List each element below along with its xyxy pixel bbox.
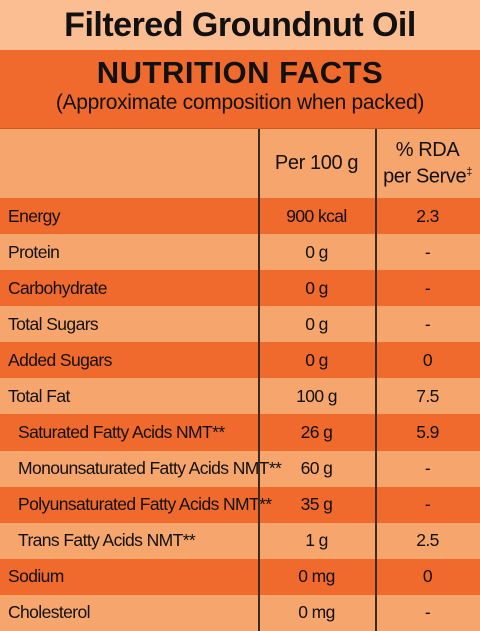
rda-value: - [424, 277, 431, 298]
nutrient-name: Added Sugars [8, 349, 112, 370]
table-row: Total Fat 100 g 7.5 [0, 378, 480, 415]
nutrient-name: Protein [8, 241, 60, 262]
table-header: Per 100 g % RDA per Serve‡ [0, 128, 480, 198]
per-100g-value: 900 kcal [286, 205, 347, 226]
nutrient-name: Total Fat [8, 385, 70, 406]
per-100g-value: 60 g [300, 458, 333, 479]
per-100g-value: 0 mg [298, 566, 335, 587]
nutrient-name: Energy [8, 205, 60, 226]
per-100g-value: 26 g [300, 422, 333, 443]
product-title: Filtered Groundnut Oil [64, 5, 416, 44]
panel-title: NUTRITION FACTS [96, 55, 384, 90]
nutrient-name: Carbohydrate [8, 277, 107, 298]
col-header-line: % RDA [395, 138, 460, 161]
table-row: Cholesterol 0 mg - [0, 594, 480, 631]
per-100g-value: 1 g [305, 530, 328, 551]
table-row: Added Sugars 0 g 0 [0, 342, 480, 379]
col-header: % RDA per Serve‡ [375, 128, 480, 198]
nutrient-name: Trans Fatty Acids NMT** [18, 530, 196, 551]
footnote-mark: ‡ [466, 165, 472, 178]
rda-value: - [424, 241, 431, 262]
column-divider [375, 128, 377, 631]
title-bar: Filtered Groundnut Oil [0, 0, 480, 50]
nutrient-name: Cholesterol [8, 602, 91, 623]
col-header-text: per Serve [383, 165, 467, 188]
col-header-line: per Serve‡ [383, 161, 472, 188]
per-100g-value: 0 g [305, 349, 328, 370]
per-100g-value: 0 g [305, 313, 328, 334]
rda-value: - [424, 458, 431, 479]
nutrient-name: Monounsaturated Fatty Acids NMT** [18, 458, 282, 479]
rda-value: 2.3 [416, 205, 439, 226]
row-divider [0, 128, 480, 129]
col-header: Per 100 g [274, 152, 359, 174]
rda-value: 0 [422, 349, 433, 370]
rda-value: - [424, 602, 431, 623]
rda-value: 2.5 [416, 530, 439, 551]
table-row: Energy 900 kcal 2.3 [0, 198, 480, 235]
table-row: Monounsaturated Fatty Acids NMT** 60 g - [0, 450, 480, 487]
nutrient-name: Saturated Fatty Acids NMT** [18, 422, 225, 443]
nutrient-name: Polyunsaturated Fatty Acids NMT** [18, 494, 272, 515]
nutrient-name: Sodium [8, 566, 64, 587]
table-row: Saturated Fatty Acids NMT** 26 g 5.9 [0, 414, 480, 451]
rda-value: - [424, 313, 431, 334]
table-row: Polyunsaturated Fatty Acids NMT** 35 g - [0, 486, 480, 523]
table-row: Trans Fatty Acids NMT** 1 g 2.5 [0, 522, 480, 559]
panel-subtitle: (Approximate composition when packed) [55, 91, 425, 114]
per-100g-value: 100 g [296, 385, 337, 406]
nutrient-name: Total Sugars [8, 313, 99, 334]
rda-value: 7.5 [416, 385, 439, 406]
per-100g-value: 35 g [300, 494, 333, 515]
per-100g-value: 0 g [305, 241, 328, 262]
per-100g-value: 0 mg [298, 602, 335, 623]
rda-value: 0 [422, 566, 433, 587]
column-divider [258, 128, 260, 631]
table-row: Total Sugars 0 g - [0, 306, 480, 343]
table-row: Carbohydrate 0 g - [0, 270, 480, 307]
rda-value: 5.9 [416, 422, 439, 443]
rda-value: - [424, 494, 431, 515]
table-row: Protein 0 g - [0, 234, 480, 271]
table-row: Sodium 0 mg 0 [0, 558, 480, 595]
per-100g-value: 0 g [305, 277, 328, 298]
